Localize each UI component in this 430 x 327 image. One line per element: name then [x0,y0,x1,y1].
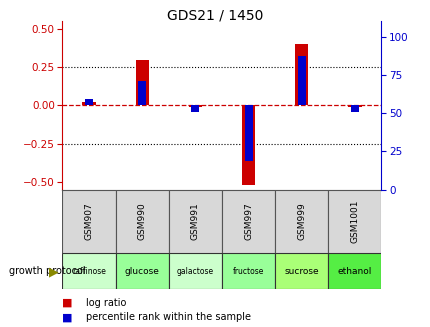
Text: ■: ■ [62,298,76,308]
Bar [274,253,328,289]
Bar [241,105,255,185]
Text: raffinose: raffinose [72,267,106,276]
Bar [328,190,381,253]
Text: GSM999: GSM999 [297,203,305,240]
Bar [221,190,274,253]
Text: glucose: glucose [125,267,159,276]
Bar [135,60,148,105]
Text: GSM991: GSM991 [190,203,200,240]
Text: GSM1001: GSM1001 [350,200,359,243]
Bar [85,99,93,105]
Text: GSM907: GSM907 [84,203,93,240]
Text: log ratio: log ratio [86,298,126,308]
Text: fructose: fructose [232,267,264,276]
Text: ▶: ▶ [49,265,58,278]
Bar [138,81,146,105]
Bar [295,44,307,105]
Bar [244,105,252,161]
Bar [115,253,169,289]
Bar [328,253,381,289]
Text: sucrose: sucrose [284,267,318,276]
Text: ■: ■ [62,312,76,322]
Text: percentile rank within the sample: percentile rank within the sample [86,312,251,322]
Bar [62,190,115,253]
Bar [169,190,221,253]
Bar [191,105,199,112]
Bar [62,253,115,289]
Text: growth protocol: growth protocol [9,267,85,276]
Text: GDS21 / 1450: GDS21 / 1450 [167,8,263,22]
Text: GSM990: GSM990 [138,203,146,240]
Bar [274,190,328,253]
Text: galactose: galactose [176,267,213,276]
Bar [188,105,202,107]
Bar [221,253,274,289]
Bar [115,190,169,253]
Bar [350,105,358,112]
Bar [297,57,305,105]
Text: GSM997: GSM997 [243,203,252,240]
Bar [347,105,361,107]
Bar [169,253,221,289]
Text: ethanol: ethanol [337,267,371,276]
Bar [82,102,95,105]
